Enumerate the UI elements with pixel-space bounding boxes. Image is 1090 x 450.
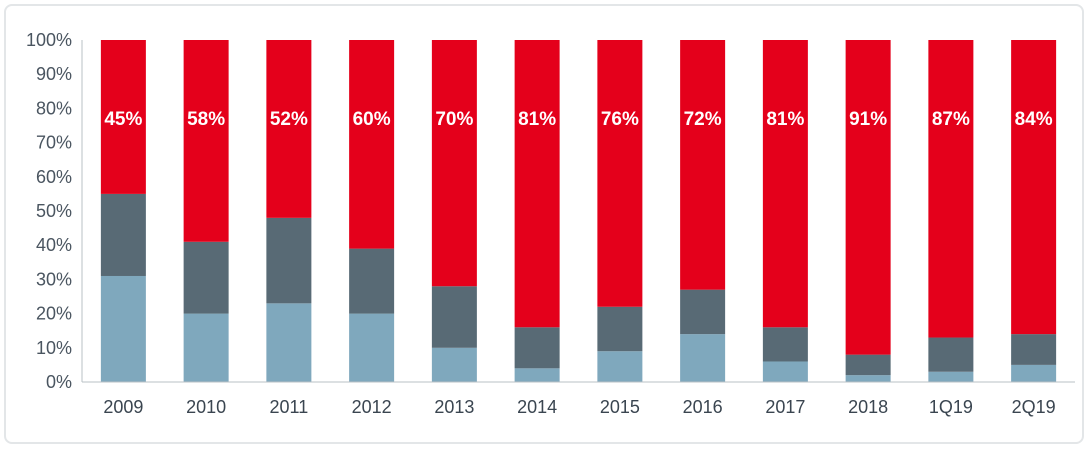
- bar-segment-series-2: [1011, 334, 1057, 365]
- bar-segment-series-3: [431, 40, 477, 287]
- bar-segment-series-1: [1011, 364, 1057, 382]
- y-tick-label: 30%: [36, 269, 72, 289]
- x-category-label: 2012: [352, 397, 392, 417]
- bar-segment-series-3: [680, 40, 726, 290]
- y-tick-label: 10%: [36, 338, 72, 358]
- bar-segment-series-2: [514, 327, 560, 369]
- data-label: 45%: [104, 109, 142, 130]
- y-tick-label: 40%: [36, 235, 72, 255]
- bar-segment-series-3: [845, 40, 891, 355]
- bar-segment-series-1: [928, 371, 974, 382]
- x-category-label: 2013: [434, 397, 474, 417]
- bar-segment-series-2: [597, 306, 643, 352]
- bar-segment-series-3: [100, 40, 146, 194]
- bar-segment-series-2: [100, 193, 146, 276]
- data-label: 58%: [187, 109, 225, 130]
- data-label: 84%: [1015, 109, 1053, 130]
- bar-segment-series-3: [928, 40, 974, 338]
- bar-segment-series-1: [266, 303, 312, 382]
- bar-segment-series-2: [928, 337, 974, 372]
- bar-segment-series-1: [183, 313, 229, 382]
- x-category-label: 2018: [848, 397, 888, 417]
- y-tick-label: 80%: [36, 98, 72, 118]
- bar-segment-series-1: [514, 368, 560, 382]
- data-label: 52%: [270, 109, 308, 130]
- x-category-label: 2014: [517, 397, 557, 417]
- bar-segment-series-3: [183, 40, 229, 242]
- x-category-label: 2011: [270, 397, 309, 417]
- x-category-label: 1Q19: [929, 397, 973, 417]
- bar-segment-series-3: [1011, 40, 1057, 335]
- y-tick-label: 50%: [36, 201, 72, 221]
- data-label: 76%: [601, 109, 639, 130]
- data-label: 60%: [353, 109, 391, 130]
- x-category-label: 2009: [103, 397, 143, 417]
- y-tick-label: 0%: [46, 372, 72, 392]
- bars: 45% 58% 52% 60% 70% 81% 76% 72% 81% 91% 87% 84%: [100, 40, 1057, 382]
- data-label: 81%: [766, 109, 804, 130]
- y-tick-label: 90%: [36, 64, 72, 84]
- bar-segment-series-2: [845, 354, 891, 376]
- bar-segment-series-2: [183, 241, 229, 314]
- data-label: 70%: [435, 109, 473, 130]
- bar-segment-series-2: [762, 327, 808, 362]
- data-label: 91%: [849, 109, 887, 130]
- y-tick-label: 20%: [36, 304, 72, 324]
- x-axis: 2009 2010 2011 2012 2013 2014 2015 2016 2017 2018…: [82, 381, 1075, 417]
- bar-segment-series-3: [762, 40, 808, 328]
- bar-segment-series-1: [845, 375, 891, 382]
- y-tick-label: 100%: [26, 30, 72, 50]
- bar-segment-series-3: [266, 40, 312, 218]
- bar-segment-series-1: [762, 361, 808, 382]
- bar-segment-series-2: [349, 248, 395, 314]
- x-category-label: 2015: [600, 397, 640, 417]
- x-category-label: 2010: [186, 397, 226, 417]
- bar-segment-series-3: [514, 40, 560, 328]
- x-category-label: 2Q19: [1012, 397, 1056, 417]
- y-tick-label: 60%: [36, 167, 72, 187]
- data-label: 87%: [932, 109, 970, 130]
- bar-segment-series-1: [597, 351, 643, 382]
- bar-segment-series-3: [349, 40, 395, 249]
- y-axis: 0% 10% 20% 30% 40% 50% 60% 70% 80% 90% 100%: [26, 30, 83, 392]
- bar-segment-series-2: [680, 289, 726, 335]
- y-tick-label: 70%: [36, 133, 72, 153]
- data-label: 81%: [518, 109, 556, 130]
- bar-segment-series-1: [349, 313, 395, 382]
- bar-segment-series-1: [100, 275, 146, 382]
- data-label: 72%: [684, 109, 722, 130]
- bar-segment-series-1: [680, 334, 726, 382]
- x-category-label: 2017: [765, 397, 805, 417]
- bar-segment-series-1: [431, 347, 477, 382]
- x-category-label: 2016: [683, 397, 723, 417]
- bar-segment-series-2: [266, 217, 312, 304]
- bar-segment-series-3: [597, 40, 643, 307]
- bar-segment-series-2: [431, 286, 477, 348]
